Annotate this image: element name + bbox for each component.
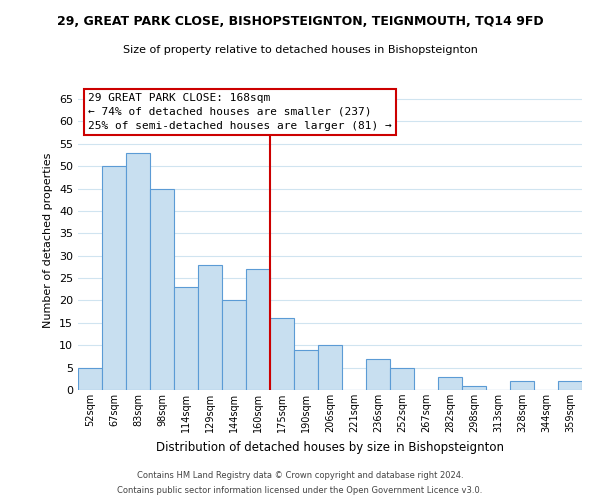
- Text: 29, GREAT PARK CLOSE, BISHOPSTEIGNTON, TEIGNMOUTH, TQ14 9FD: 29, GREAT PARK CLOSE, BISHOPSTEIGNTON, T…: [56, 15, 544, 28]
- Text: Contains HM Land Registry data © Crown copyright and database right 2024.: Contains HM Land Registry data © Crown c…: [137, 471, 463, 480]
- Bar: [126, 152, 150, 390]
- Bar: [366, 358, 390, 390]
- Bar: [198, 264, 222, 390]
- Bar: [150, 188, 174, 390]
- Bar: [390, 368, 414, 390]
- Bar: [78, 368, 102, 390]
- Text: Size of property relative to detached houses in Bishopsteignton: Size of property relative to detached ho…: [122, 45, 478, 55]
- Bar: [318, 345, 342, 390]
- Text: Contains public sector information licensed under the Open Government Licence v3: Contains public sector information licen…: [118, 486, 482, 495]
- Bar: [270, 318, 294, 390]
- Bar: [462, 386, 486, 390]
- X-axis label: Distribution of detached houses by size in Bishopsteignton: Distribution of detached houses by size …: [156, 440, 504, 454]
- Bar: [102, 166, 126, 390]
- Y-axis label: Number of detached properties: Number of detached properties: [43, 152, 53, 328]
- Bar: [294, 350, 318, 390]
- Bar: [174, 287, 198, 390]
- Bar: [222, 300, 246, 390]
- Bar: [558, 381, 582, 390]
- Bar: [510, 381, 534, 390]
- Bar: [438, 376, 462, 390]
- Bar: [246, 269, 270, 390]
- Text: 29 GREAT PARK CLOSE: 168sqm
← 74% of detached houses are smaller (237)
25% of se: 29 GREAT PARK CLOSE: 168sqm ← 74% of det…: [88, 93, 392, 131]
